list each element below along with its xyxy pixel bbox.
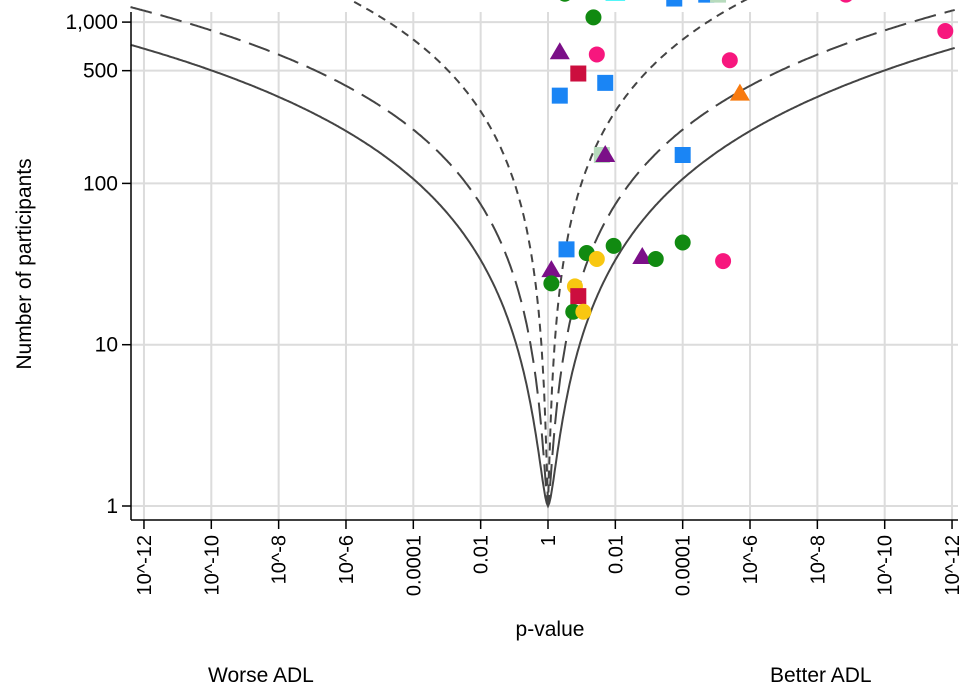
contour-curve-short-dash [348,0,748,507]
data-point-triangle [595,144,616,162]
data-point-circle [559,0,570,2]
x-tick-label: 10^-12 [942,535,960,596]
data-point-circle [840,0,852,3]
data-point-square [710,0,727,3]
data-point-circle [715,253,732,270]
data-point-triangle [729,83,750,101]
data-point-circle [543,275,560,292]
axes: 10^-12 10^-10 10^-8 10^-6 0.0001 0.01 1 0.01 0.0… [65,11,960,596]
data-point-circle [937,23,954,40]
x-tick-label: 10^-10 [201,535,223,596]
y-tick-label: 500 [83,60,118,83]
x-tick-label: 0.0001 [403,535,425,596]
data-point-circle [588,250,605,267]
x-tick-label: 0.0001 [673,535,695,596]
data-point-square [666,0,683,7]
data-point-square [597,74,614,91]
y-tick-label: 10 [95,334,118,357]
data-point-circle [721,52,738,69]
data-point-triangle [541,260,562,278]
data-point-triangle [632,246,653,264]
contour-curve-long-dash [130,6,955,507]
data-point-square [551,87,568,104]
y-tick-label: 1 [106,495,118,518]
x-tick-label: 10^-6 [740,535,762,584]
x-tick-label: 1 [538,535,560,546]
x-axis-label: p-value [516,618,585,641]
data-point-circle [575,303,592,320]
x-tick-label: 10^-10 [875,535,897,596]
x-tick-label: 10^-6 [336,535,358,584]
data-point-circle [674,234,691,251]
x-tick-label: 10^-8 [269,535,291,584]
data-point-triangle [605,0,626,1]
x-tick-label: 10^-12 [134,535,156,596]
data-point-circle [588,46,605,63]
grid-lines [131,12,958,520]
data-point-square [674,146,691,163]
better-adl-label: Better ADL [770,664,872,687]
x-tick-label: 0.01 [605,535,627,574]
data-point-square [570,288,587,305]
y-tick-label: 100 [83,172,118,195]
contour-curve-solid [130,43,955,509]
data-point-circle [647,250,664,267]
data-point-square [558,241,575,258]
x-tick-label: 0.01 [471,535,493,574]
data-point-circle [585,9,602,26]
worse-adl-label: Worse ADL [208,664,314,687]
data-point-circle [605,237,622,254]
data-point-square [570,65,587,82]
data-point-triangle [549,42,570,60]
y-axis-label: Number of participants [13,158,36,369]
data-point-square [698,0,715,3]
contour-curves [130,0,955,509]
x-tick-label: 10^-8 [807,535,829,584]
data-points [541,0,954,320]
y-tick-label: 1,000 [65,11,118,34]
